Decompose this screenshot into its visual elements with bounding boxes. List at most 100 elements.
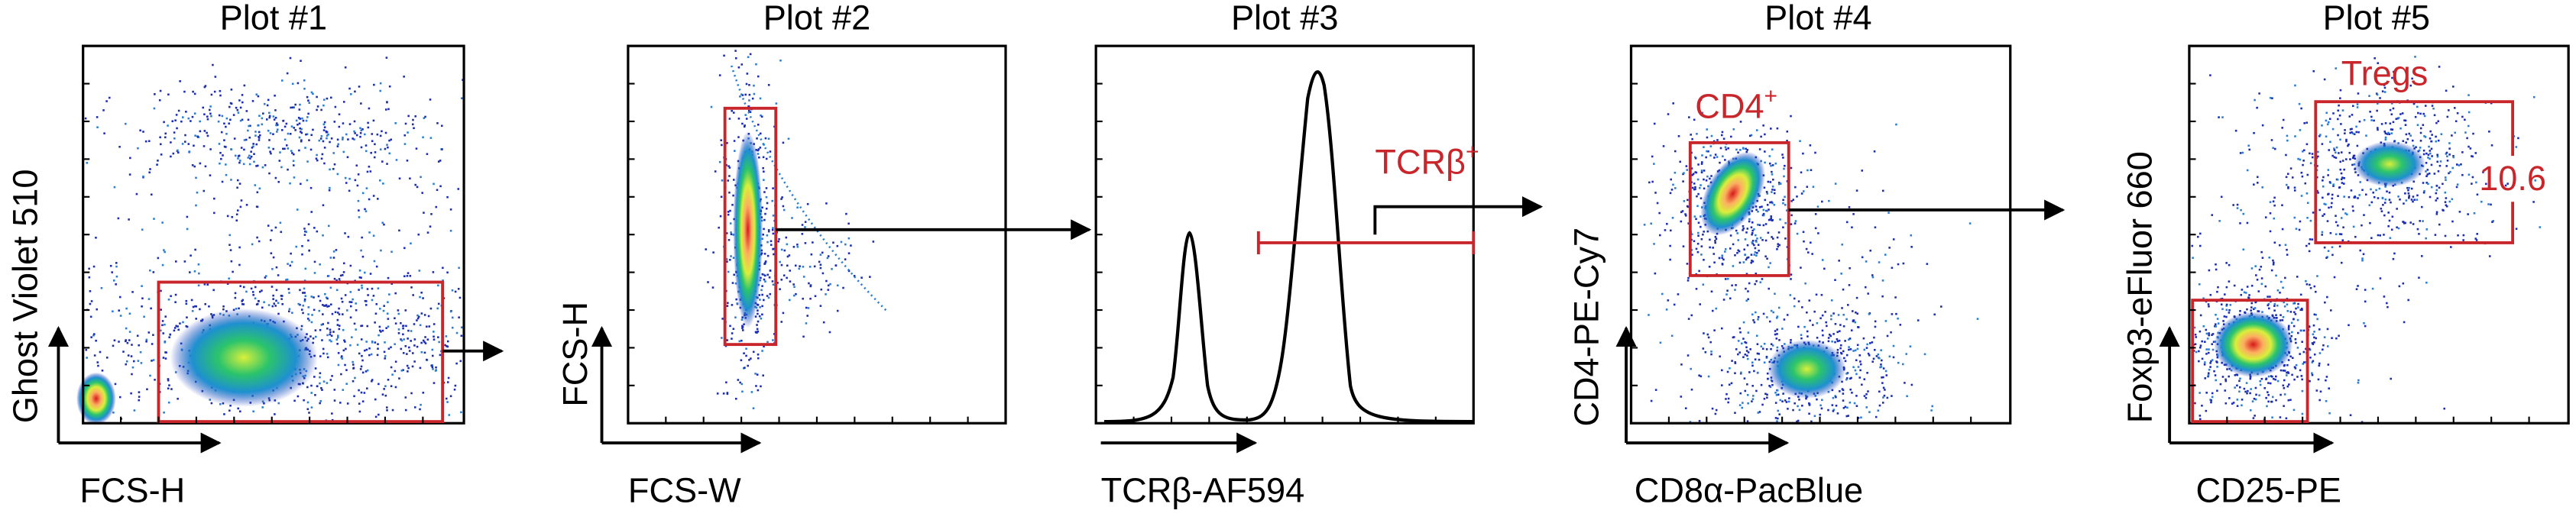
event-dot: [2221, 116, 2224, 118]
event-dot: [2369, 221, 2371, 224]
event-dot: [2427, 153, 2430, 157]
event-dot: [1842, 406, 1845, 409]
event-dot: [162, 357, 165, 359]
event-dot: [141, 228, 144, 231]
event-dot: [2338, 186, 2341, 189]
event-dot: [2283, 370, 2286, 372]
event-dot: [129, 157, 131, 160]
event-dot: [306, 401, 309, 404]
event-dot: [2386, 133, 2389, 135]
event-dot: [2326, 123, 2329, 126]
event-dot: [727, 211, 730, 213]
event-dot: [335, 289, 339, 292]
event-dot: [2223, 315, 2226, 318]
event-dot: [2243, 387, 2246, 390]
event-dot: [2302, 363, 2305, 365]
event-dot: [779, 288, 781, 291]
event-dot: [366, 170, 369, 173]
event-dot: [1684, 214, 1687, 217]
event-dot: [2194, 402, 2196, 405]
event-dot: [2326, 296, 2328, 299]
event-dot: [432, 271, 435, 273]
event-dot: [388, 139, 390, 142]
event-dot: [2361, 189, 2364, 192]
event-dot: [2249, 377, 2252, 380]
event-dot: [1651, 180, 1654, 183]
event-dot: [827, 284, 830, 287]
event-dot: [230, 148, 233, 150]
event-dot: [731, 338, 733, 340]
event-dot: [174, 301, 177, 303]
event-dot: [128, 218, 130, 221]
event-dot: [1665, 308, 1668, 311]
event-dot: [329, 331, 332, 334]
event-dot: [1812, 324, 1814, 326]
event-dot: [2380, 210, 2383, 212]
event-dot: [1669, 229, 1672, 232]
event-dot: [197, 284, 200, 287]
event-dot: [2340, 123, 2342, 125]
event-dot: [310, 211, 313, 213]
event-dot: [725, 381, 727, 384]
event-dot: [831, 268, 833, 270]
event-dot: [769, 269, 772, 272]
event-dot: [2267, 400, 2270, 403]
event-dot: [1834, 322, 1837, 325]
event-dot: [2242, 248, 2245, 251]
event-dot: [1809, 319, 1811, 322]
density-core: [1767, 339, 1846, 399]
event-dot: [1699, 303, 1702, 305]
event-dot: [367, 294, 369, 296]
event-dot: [2306, 173, 2309, 176]
event-dot: [361, 286, 363, 289]
event-dot: [300, 128, 303, 131]
event-dot: [2452, 86, 2454, 88]
event-dot: [221, 180, 224, 183]
event-dot: [191, 115, 194, 118]
event-dot: [293, 176, 296, 179]
event-dot: [188, 150, 191, 153]
event-dot: [804, 226, 806, 228]
event-dot: [407, 115, 410, 118]
event-dot: [2256, 278, 2259, 281]
event-dot: [2211, 343, 2214, 345]
event-dot: [1874, 320, 1877, 323]
event-dot: [226, 215, 229, 218]
event-dot: [1790, 214, 1793, 217]
event-dot: [2379, 277, 2382, 279]
event-dot: [145, 338, 148, 341]
event-dot: [455, 331, 458, 334]
event-dot: [836, 284, 839, 287]
gate: [723, 106, 778, 347]
event-dot: [821, 251, 824, 254]
event-dot: [2299, 158, 2302, 161]
event-dot: [346, 309, 348, 312]
event-dot: [2269, 230, 2272, 233]
event-dot: [1693, 188, 1696, 191]
event-dot: [113, 186, 116, 189]
event-dot: [2215, 360, 2218, 363]
event-dot: [335, 338, 339, 341]
event-dot: [204, 165, 207, 168]
event-dot: [2396, 226, 2398, 229]
event-dot: [2428, 172, 2431, 175]
event-dot: [2254, 307, 2257, 309]
event-dot: [2388, 191, 2391, 194]
plot-title: Plot #1: [220, 0, 327, 37]
event-dot: [1751, 260, 1753, 262]
event-dot: [745, 354, 747, 357]
event-dot: [2462, 234, 2465, 237]
event-dot: [2398, 285, 2401, 288]
event-dot: [2261, 124, 2264, 127]
event-dot: [737, 66, 740, 69]
event-dot: [192, 305, 195, 308]
event-dot: [2318, 362, 2321, 365]
event-dot: [1700, 197, 1703, 200]
event-dot: [2450, 246, 2452, 248]
event-dot: [758, 315, 761, 318]
event-dot: [2403, 119, 2406, 121]
event-dot: [759, 132, 762, 135]
event-dot: [2216, 389, 2218, 392]
event-dot: [161, 320, 164, 322]
event-dot: [258, 290, 261, 293]
